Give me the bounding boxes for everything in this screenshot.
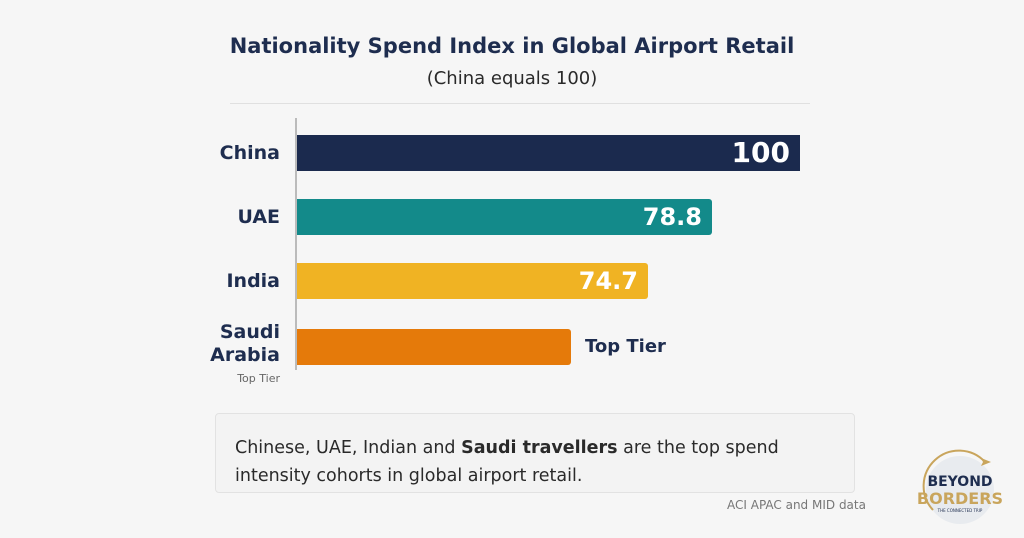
chart-title: Nationality Spend Index in Global Airpor… [229, 34, 795, 58]
note-text-end: are the top spend intensity cohorts in g… [235, 438, 779, 486]
bar-saudi-arabia [297, 329, 571, 365]
category-label: Saudi Arabia [210, 321, 280, 366]
category-sublabel: Top Tier [237, 372, 280, 385]
bar-india [297, 263, 648, 299]
chart-subtitle: (China equals 100) [426, 68, 598, 89]
svg-text:BORDERS: BORDERS [917, 489, 1003, 508]
bar-uae [297, 199, 712, 235]
note-bold: Saudi travellers [461, 438, 618, 458]
svg-text:THE CONNECTED TRIP: THE CONNECTED TRIP [937, 508, 983, 513]
svg-text:BEYOND: BEYOND [927, 474, 992, 490]
y-axis-line [295, 118, 297, 370]
data-label: 74.7 [578, 267, 638, 295]
note-text: Chinese, UAE, Indian and [235, 438, 462, 458]
beyond-borders-logo: BEYOND BORDERS THE CONNECTED TRIP [917, 449, 1003, 524]
data-label: 78.8 [642, 203, 702, 231]
bar-china [297, 135, 800, 171]
divider [230, 103, 810, 104]
source-note: ACI APAC and MID data [727, 498, 866, 512]
category-label: China [219, 142, 280, 164]
insight-note: Chinese, UAE, Indian and Saudi traveller… [215, 413, 855, 493]
category-label: UAE [237, 206, 280, 228]
category-label: India [226, 270, 280, 292]
data-label: 100 [731, 136, 790, 169]
data-label: Top Tier [585, 336, 666, 357]
